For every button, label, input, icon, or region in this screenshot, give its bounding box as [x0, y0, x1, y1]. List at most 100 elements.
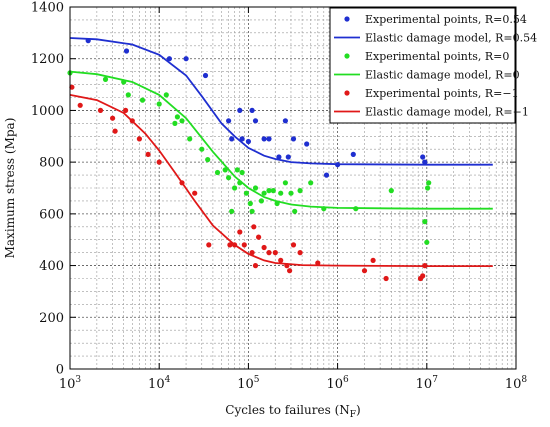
series-line-3	[69, 70, 493, 210]
data-point	[77, 102, 83, 108]
data-point	[249, 208, 255, 214]
x-tick-exponent: 6	[343, 375, 349, 385]
data-point	[206, 242, 212, 248]
data-point	[192, 190, 198, 196]
data-point	[252, 263, 259, 269]
x-tick-base: 10	[326, 377, 343, 392]
data-point	[278, 190, 284, 196]
data-point	[261, 136, 267, 142]
data-point	[383, 275, 389, 282]
data-point	[288, 190, 294, 196]
data-point	[266, 250, 272, 256]
x-axis-title-main: Cycles to failures (N	[225, 403, 349, 417]
data-point	[123, 48, 130, 54]
data-point	[205, 157, 211, 163]
data-point	[249, 107, 255, 113]
data-point	[245, 138, 251, 145]
axes: 103 104 105 106 107 1080200400600800100012001…	[31, 1, 528, 393]
data-point	[252, 118, 259, 124]
data-point	[214, 169, 221, 176]
data-point	[251, 224, 257, 230]
y-tick-label: 1400	[31, 1, 64, 16]
data-point	[370, 257, 376, 263]
data-point	[388, 188, 394, 194]
x-tick-exponent: 7	[432, 375, 438, 385]
data-point	[199, 146, 205, 152]
x-tick-label: 104	[148, 375, 171, 392]
data-point	[139, 97, 146, 103]
data-point	[232, 185, 238, 191]
data-point	[112, 128, 118, 134]
data-point	[174, 114, 180, 120]
legend-box	[329, 7, 516, 124]
data-point	[426, 180, 432, 186]
data-point	[285, 154, 291, 160]
data-point	[292, 208, 298, 214]
x-tick-base: 10	[237, 377, 254, 392]
data-point	[166, 56, 172, 62]
data-point	[323, 172, 330, 178]
y-tick-label: 1000	[31, 104, 64, 119]
series-layer	[67, 37, 493, 282]
data-point	[422, 159, 428, 165]
data-point	[179, 118, 185, 124]
data-point	[258, 198, 264, 204]
y-tick-label: 0	[56, 363, 64, 378]
data-point	[156, 159, 162, 165]
data-point	[278, 257, 284, 263]
data-point	[420, 273, 426, 279]
x-tick-exponent: 5	[254, 375, 260, 385]
series-line-5	[69, 94, 493, 267]
legend-label: Elastic damage model, R=0.54	[365, 32, 537, 45]
series-line-1	[69, 37, 493, 166]
data-point	[261, 190, 267, 196]
data-point	[237, 229, 243, 235]
x-tick-base: 10	[505, 377, 522, 392]
data-point	[266, 136, 272, 142]
data-point	[156, 101, 162, 107]
y-tick-label: 600	[39, 207, 64, 222]
data-point	[234, 167, 240, 173]
x-tick-base: 10	[148, 377, 165, 392]
data-point	[239, 169, 245, 176]
data-point	[256, 234, 262, 240]
data-point	[350, 151, 356, 157]
data-point	[270, 188, 276, 194]
x-tick-exponent: 8	[521, 375, 527, 385]
data-point	[187, 136, 193, 142]
x-tick-exponent: 4	[165, 375, 171, 385]
x-tick-label: 108	[505, 375, 528, 392]
data-point	[247, 200, 253, 207]
data-point	[229, 136, 235, 142]
data-point	[249, 250, 255, 256]
data-point	[202, 72, 209, 79]
legend-marker	[344, 90, 350, 96]
legend-label: Elastic damage model, R=−1	[365, 106, 529, 119]
data-point	[97, 107, 104, 113]
y-tick-label: 200	[39, 311, 64, 326]
data-point	[304, 141, 310, 147]
data-point	[136, 136, 142, 142]
x-tick-base: 10	[59, 377, 76, 392]
data-point	[308, 180, 314, 186]
legend: Experimental points, R=0.54 Elastic damag…	[329, 7, 537, 124]
data-point	[237, 107, 243, 113]
data-point	[241, 242, 247, 248]
data-point	[69, 84, 75, 90]
data-point	[102, 76, 109, 82]
y-axis-title: Maximum stress (Mpa)	[3, 118, 17, 259]
axes-frame	[69, 6, 517, 370]
data-point	[252, 185, 259, 191]
data-point	[297, 188, 303, 194]
grid	[69, 6, 517, 370]
legend-label: Experimental points, R=0.54	[365, 13, 527, 26]
data-point	[282, 118, 288, 124]
x-tick-label: 105	[237, 375, 260, 392]
legend-label: Experimental points, R=−1	[365, 87, 519, 100]
data-point	[229, 208, 235, 214]
data-point	[261, 244, 267, 251]
legend-marker	[344, 53, 350, 59]
data-point	[272, 250, 278, 256]
